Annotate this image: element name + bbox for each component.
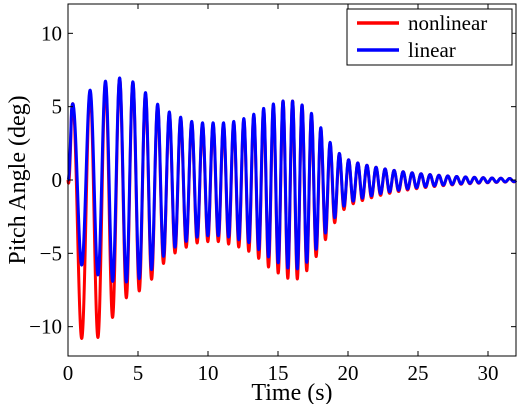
legend-label-linear: linear bbox=[408, 38, 456, 62]
x-tick-label: 20 bbox=[338, 361, 359, 385]
y-axis-title: Pitch Angle (deg) bbox=[5, 95, 31, 264]
series-layer bbox=[66, 76, 518, 340]
x-tick-label: 15 bbox=[268, 361, 289, 385]
y-tick-label: −10 bbox=[29, 315, 62, 339]
x-tick-label: 30 bbox=[478, 361, 499, 385]
legend-label-nonlinear: nonlinear bbox=[408, 11, 487, 35]
x-tick-label: 0 bbox=[63, 361, 74, 385]
ticks-layer: 0 5 10 15 20 25 30 −10 −5 0 5 10 bbox=[29, 4, 516, 385]
x-tick-label: 25 bbox=[408, 361, 429, 385]
y-tick-label: −5 bbox=[40, 241, 62, 265]
x-tick-label: 5 bbox=[133, 361, 144, 385]
legend: nonlinear linear bbox=[346, 8, 513, 66]
legend-box bbox=[346, 8, 513, 66]
y-tick-label: 5 bbox=[52, 95, 63, 119]
y-tick-label: 10 bbox=[41, 21, 62, 45]
x-axis-title: Time (s) bbox=[251, 380, 332, 404]
series-line-linear bbox=[66, 76, 518, 284]
y-tick-label: 0 bbox=[52, 168, 63, 192]
x-tick-label: 10 bbox=[198, 361, 219, 385]
